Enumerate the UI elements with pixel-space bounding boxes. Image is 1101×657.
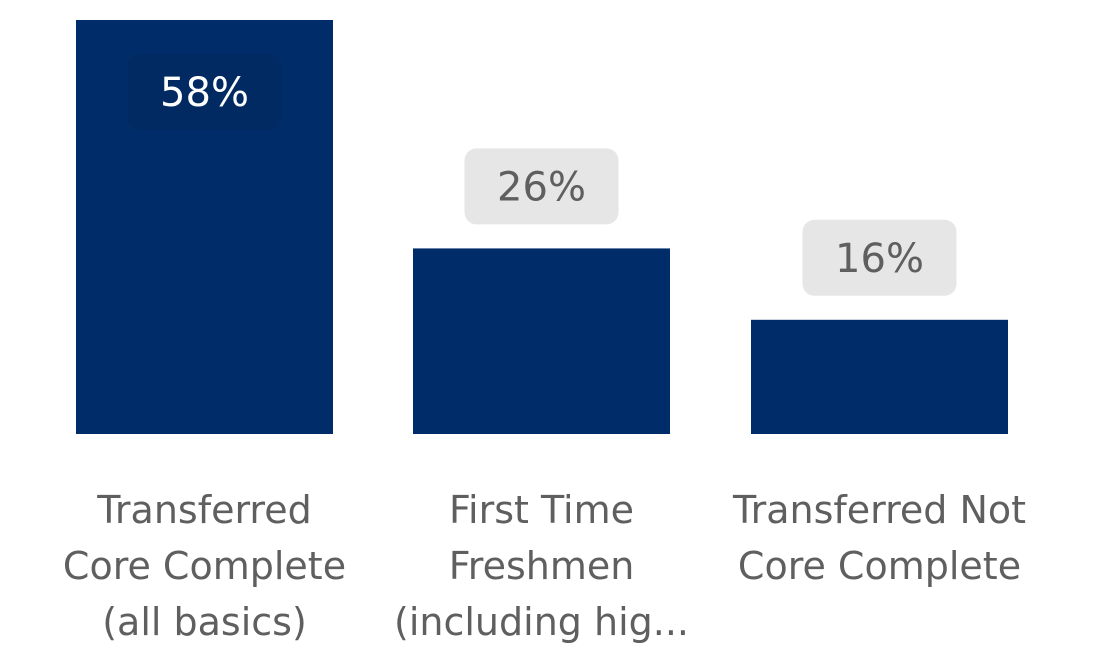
category-label-line: Transferred bbox=[97, 488, 312, 532]
category-label-line: (all basics) bbox=[102, 600, 307, 644]
bar-2 bbox=[413, 248, 670, 434]
category-label-1: Transferred Core Complete (all basics) bbox=[55, 482, 355, 650]
category-label-line: Transferred Not bbox=[732, 488, 1027, 532]
category-label-line: First Time bbox=[448, 488, 635, 532]
data-label-box-2 bbox=[464, 148, 619, 225]
data-label-box-1 bbox=[127, 54, 282, 130]
category-label-line: (including hig... bbox=[394, 600, 689, 644]
category-label-line: Freshmen bbox=[448, 544, 635, 588]
data-label-2: 26% bbox=[497, 164, 586, 210]
data-label-3: 16% bbox=[835, 236, 924, 282]
category-label-2: First Time Freshmen (including hig... bbox=[392, 482, 692, 650]
data-label-1: 58% bbox=[160, 70, 249, 116]
category-label-3: Transferred Not Core Complete bbox=[730, 482, 1030, 594]
category-label-line: Core Complete bbox=[62, 544, 347, 588]
category-label-line: Core Complete bbox=[737, 544, 1022, 588]
bar-3 bbox=[751, 319, 1008, 434]
data-label-box-3 bbox=[802, 219, 957, 296]
